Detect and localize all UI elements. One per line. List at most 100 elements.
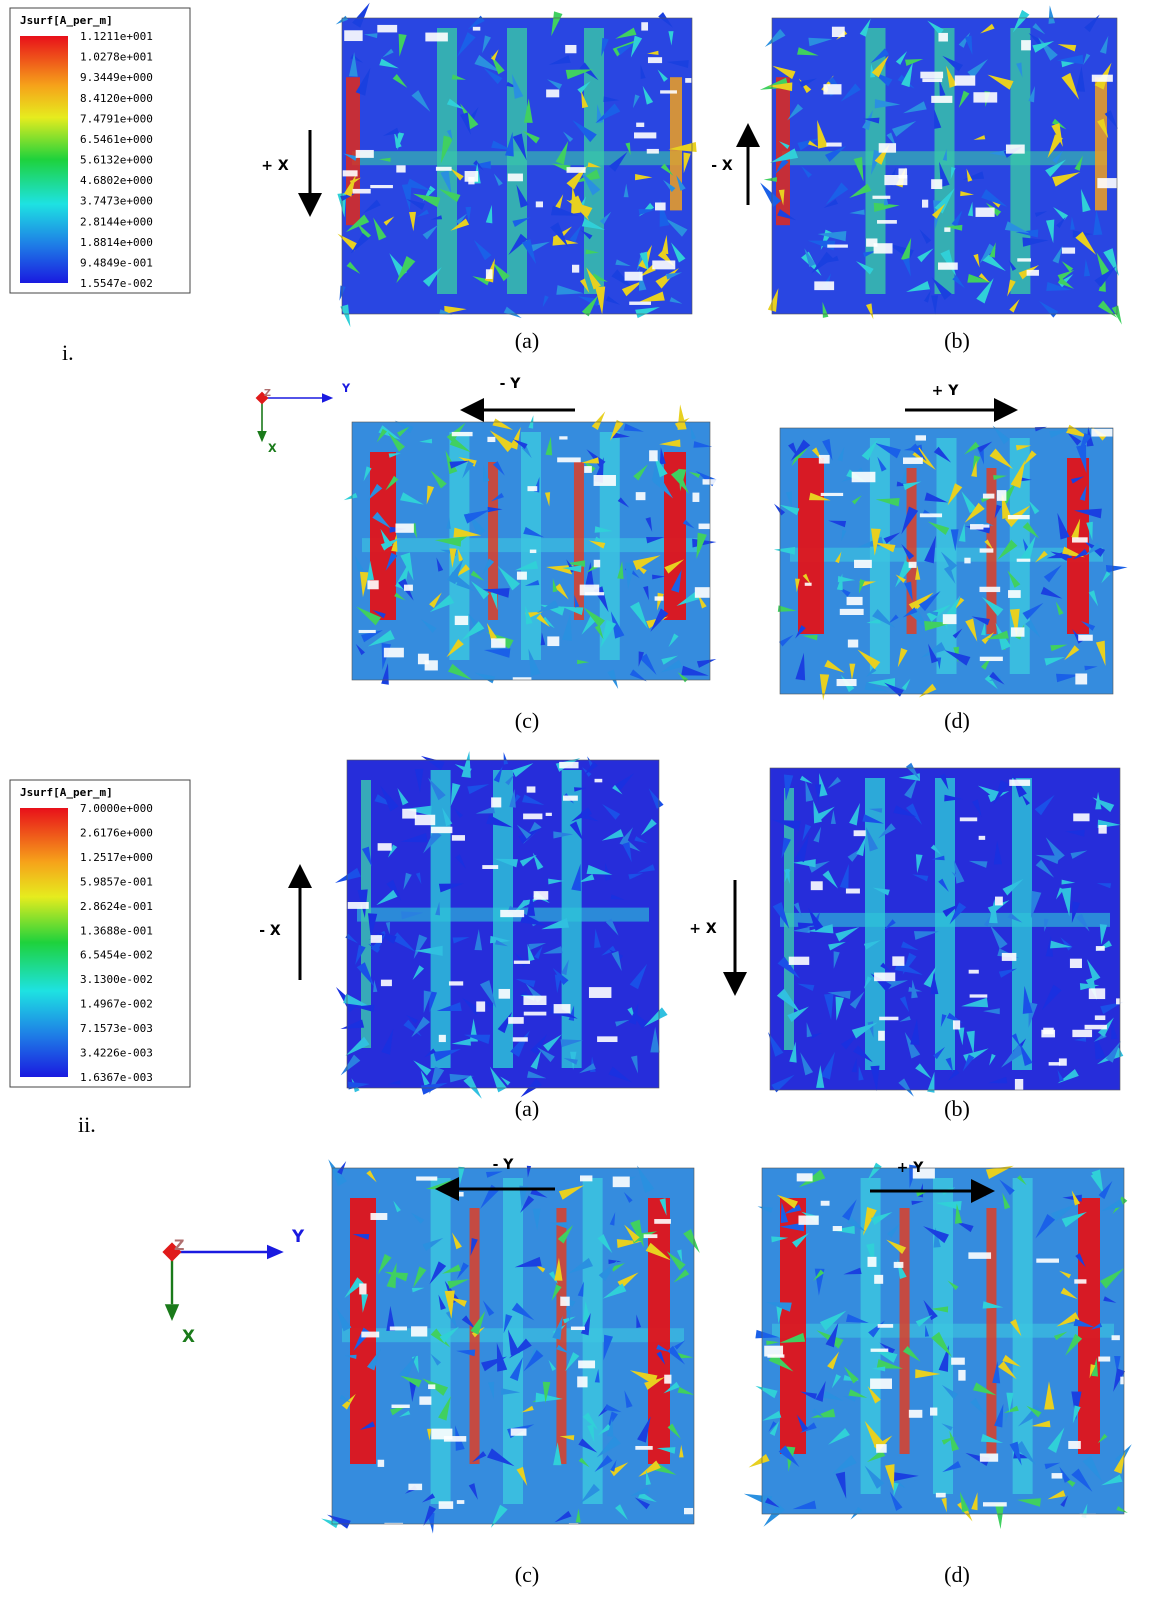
slot-gap bbox=[378, 843, 392, 851]
direction-label: + Y bbox=[932, 383, 960, 399]
slot-gap bbox=[909, 562, 917, 568]
legend-label: 1.1211e+001 bbox=[80, 30, 153, 43]
slot-gap bbox=[348, 902, 369, 909]
slot-gap bbox=[361, 1332, 379, 1338]
panel-caption: (c) bbox=[515, 1562, 539, 1587]
slot-gap bbox=[418, 654, 429, 665]
slot-gap bbox=[530, 550, 536, 553]
slot-gap bbox=[970, 994, 988, 997]
slot-gap bbox=[1096, 946, 1105, 951]
direction-label: + X bbox=[689, 921, 717, 937]
slot-gap bbox=[491, 638, 505, 647]
slot-gap bbox=[381, 980, 392, 986]
slot-gap bbox=[955, 75, 976, 85]
direction-label: + X bbox=[261, 158, 289, 174]
slot-gap bbox=[465, 171, 479, 182]
slot-gap bbox=[491, 797, 501, 807]
slot-gap bbox=[920, 72, 943, 79]
slot-gap bbox=[644, 1234, 658, 1238]
slot-gap bbox=[547, 636, 559, 646]
slot-gap bbox=[964, 558, 970, 564]
slot-gap bbox=[1052, 1473, 1063, 1478]
slot-gap bbox=[872, 196, 890, 199]
current-map bbox=[760, 5, 1122, 324]
hot-edge bbox=[780, 1198, 806, 1454]
slot-gap bbox=[1072, 1030, 1092, 1037]
slot-gap bbox=[384, 648, 404, 658]
slot-gap bbox=[654, 1219, 671, 1224]
slot-gap bbox=[798, 1216, 818, 1225]
slot-gap bbox=[378, 1460, 385, 1467]
slot-gap bbox=[884, 175, 907, 185]
slot-gap bbox=[852, 472, 876, 482]
slot-gap bbox=[527, 786, 536, 792]
axis-z-label: Z bbox=[174, 1238, 184, 1254]
slot-gap bbox=[595, 779, 603, 783]
slot-gap bbox=[415, 815, 435, 825]
legend-label: 9.3449e+000 bbox=[80, 71, 153, 84]
axis-y-head bbox=[267, 1245, 284, 1259]
slot-gap bbox=[655, 202, 666, 210]
current-arrow bbox=[995, 1504, 1004, 1529]
legend-label: 1.4967e-002 bbox=[80, 998, 153, 1011]
slot-gap bbox=[419, 1396, 431, 1404]
slot-gap bbox=[922, 78, 942, 82]
slot-gap bbox=[821, 1201, 830, 1206]
legend-label: 1.3688e-001 bbox=[80, 924, 153, 937]
slot-gap bbox=[846, 889, 860, 894]
slot-gap bbox=[979, 836, 986, 840]
slot-gap bbox=[652, 260, 675, 269]
slot-gap bbox=[979, 587, 1000, 592]
slot-gap bbox=[931, 96, 952, 103]
slot-gap bbox=[789, 957, 809, 965]
axis-y-head bbox=[322, 393, 333, 403]
slot-gap bbox=[655, 596, 664, 600]
slot-gap bbox=[500, 910, 524, 917]
slot-gap bbox=[370, 185, 393, 188]
slot-gap bbox=[585, 592, 604, 595]
slot-gap bbox=[594, 560, 600, 568]
slot-gap bbox=[953, 1020, 960, 1029]
slot-gap bbox=[578, 1360, 595, 1368]
panel-caption: (c) bbox=[515, 708, 539, 733]
legend-label: 5.9857e-001 bbox=[80, 875, 153, 888]
hot-edge bbox=[1067, 458, 1089, 634]
slot-gap bbox=[629, 302, 651, 305]
slot-gap bbox=[1027, 270, 1039, 276]
legend-label: 4.6802e+000 bbox=[80, 174, 153, 187]
axis-x-head bbox=[165, 1304, 179, 1321]
slot-gap bbox=[457, 1500, 465, 1504]
slot-gap bbox=[1049, 1062, 1061, 1065]
slot-gap bbox=[970, 524, 983, 529]
slot-gap bbox=[980, 548, 994, 552]
slot-gap bbox=[499, 989, 510, 999]
direction-label: + Y bbox=[897, 1160, 925, 1176]
slot-gap bbox=[452, 835, 465, 841]
slot-gap bbox=[1041, 1030, 1055, 1038]
slot-gap bbox=[408, 1484, 422, 1490]
slot-gap bbox=[444, 1436, 466, 1442]
slot-gap bbox=[396, 165, 405, 172]
slot-gap bbox=[546, 89, 559, 97]
slot-gap bbox=[976, 208, 995, 217]
slot-gap bbox=[554, 1004, 571, 1013]
slot-gap bbox=[870, 1378, 892, 1388]
slot-gap bbox=[960, 817, 977, 821]
slot-gap bbox=[944, 227, 950, 231]
hot-edge bbox=[1095, 77, 1107, 210]
slot-gap bbox=[983, 524, 989, 527]
slot-gap bbox=[814, 281, 834, 290]
legend-label: 9.4849e-001 bbox=[80, 256, 153, 269]
slot-gap bbox=[425, 33, 448, 42]
current-strip bbox=[352, 151, 682, 165]
panel-caption: (d) bbox=[944, 708, 970, 733]
hot-strip bbox=[574, 462, 584, 620]
panel-caption: (a) bbox=[515, 328, 539, 353]
slot-gap bbox=[359, 1283, 366, 1294]
slot-gap bbox=[938, 262, 958, 269]
slot-gap bbox=[660, 90, 677, 93]
hot-strip bbox=[900, 1208, 910, 1454]
hot-edge bbox=[798, 458, 824, 634]
current-map bbox=[744, 1163, 1136, 1530]
slot-gap bbox=[571, 1327, 585, 1330]
